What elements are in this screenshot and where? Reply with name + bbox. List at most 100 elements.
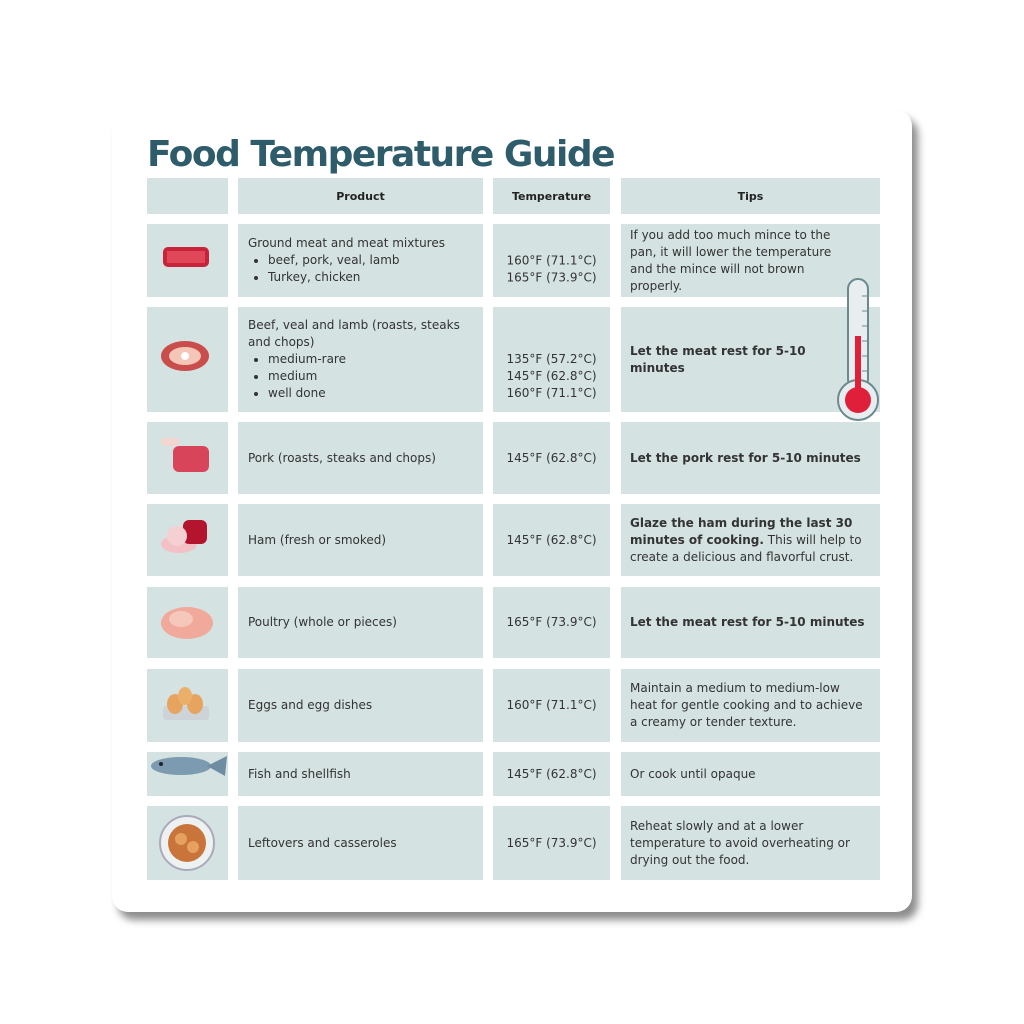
tip-text: If you add too much mince to the pan, it… [630, 227, 832, 293]
bullet: well done [268, 385, 475, 402]
food-icon-cell [147, 504, 228, 576]
header-cell [147, 178, 228, 214]
product-title: Beef, veal and lamb (roasts, steaks and … [248, 318, 460, 349]
product-block: Fish and shellfish [248, 766, 351, 783]
tips-cell: If you add too much mince to the pan, it… [621, 224, 880, 297]
temperature: 145°F (62.8°C) [506, 766, 597, 781]
food-icon-cell [147, 307, 228, 412]
food-icon-cell [147, 422, 228, 494]
product-cell: Pork (roasts, steaks and chops) [238, 422, 483, 494]
bullet: medium [268, 368, 475, 385]
temperature-block: 165°F (73.9°C) [506, 614, 596, 631]
product-title: Ground meat and meat mixtures [248, 236, 445, 250]
food-icon [160, 520, 207, 553]
temperature: 160°F (71.1°C) [506, 386, 597, 400]
tips-block: If you add too much mince to the pan, it… [630, 227, 870, 295]
product-title: Eggs and egg dishes [248, 698, 373, 712]
tips-block: Let the pork rest for 5-10 minutes [630, 450, 861, 467]
temperature-block: 145°F (62.8°C) [506, 450, 596, 467]
tip-text: Let the meat rest for 5-10 minutes [630, 615, 865, 629]
header-cell: Product [238, 178, 483, 214]
tips-block: Maintain a medium to medium-low heat for… [630, 680, 870, 731]
tips-cell: Or cook until opaque [621, 752, 880, 796]
product-title: Ham (fresh or smoked) [248, 532, 387, 547]
product-cell: Beef, veal and lamb (roasts, steaks and … [238, 307, 483, 412]
temperature-cell: 160°F (71.1°C) [493, 669, 610, 742]
temperature: 160°F (71.1°C) [506, 698, 597, 712]
temperature: 160°F (71.1°C) [506, 253, 597, 267]
tip-text: Let the meat rest for 5-10 minutes [630, 343, 806, 375]
product-block: Ground meat and meat mixtures beef, pork,… [248, 235, 445, 286]
food-icon [151, 756, 227, 776]
tips-cell: Maintain a medium to medium-low heat for… [621, 669, 880, 742]
temperature-cell: 165°F (73.9°C) [493, 587, 610, 658]
bullet-list: medium-raremediumwell done [248, 351, 475, 402]
tip-text: Maintain a medium to medium-low heat for… [630, 681, 863, 729]
food-icon-cell [147, 224, 228, 297]
temperature-cell: 145°F (62.8°C) [493, 422, 610, 494]
header-cell: Temperature [493, 178, 610, 214]
tips-block: Or cook until opaque [630, 766, 756, 783]
temperature-cell: 145°F (62.8°C) [493, 504, 610, 576]
temperature-block: 135°F (57.2°C) 145°F (62.8°C) 160°F (71.1°… [506, 351, 596, 402]
bullet-list: beef, pork, veal, lambTurkey, chicken [248, 252, 445, 286]
product-block: Poultry (whole or pieces) [248, 614, 397, 631]
temperature-block: 160°F (71.1°C) [506, 697, 596, 714]
temperature-cell: 165°F (73.9°C) [493, 806, 610, 880]
food-icon [158, 815, 215, 871]
food-icon-cell [147, 806, 228, 880]
product-cell: Eggs and egg dishes [238, 669, 483, 742]
tips-cell: Reheat slowly and at a lower temperature… [621, 806, 880, 880]
product-block: Beef, veal and lamb (roasts, steaks and … [248, 317, 475, 402]
title: Food Temperature Guide [147, 134, 616, 175]
tip-text: This will help to create a delicious and… [630, 532, 862, 564]
tips-cell: Let the meat rest for 5-10 minutes [621, 307, 880, 412]
temperature: 165°F (73.9°C) [506, 615, 597, 629]
tips-cell: Let the meat rest for 5-10 minutes [621, 587, 880, 658]
product-block: Leftovers and casseroles [248, 835, 397, 852]
tips-block: Reheat slowly and at a lower temperature… [630, 818, 870, 869]
temperature: 165°F (73.9°C) [506, 835, 597, 850]
product-block: Pork (roasts, steaks and chops) [248, 450, 436, 467]
product-cell: Fish and shellfish [238, 752, 483, 796]
temperature-block: 165°F (73.9°C) [506, 835, 596, 852]
header-cell: Tips [621, 178, 880, 214]
tip-text: Glaze the ham during the last 30 minutes… [630, 515, 853, 547]
temperature-block: 145°F (62.8°C) [506, 766, 596, 783]
product-cell: Ham (fresh or smoked) [238, 504, 483, 576]
product-title: Leftovers and casseroles [248, 835, 397, 850]
tips-block: Glaze the ham during the last 30 minutes… [630, 515, 870, 566]
temperature: 165°F (73.9°C) [506, 270, 597, 284]
product-cell: Ground meat and meat mixtures beef, pork,… [238, 224, 483, 297]
tips-cell: Glaze the ham during the last 30 minutes… [621, 504, 880, 576]
temperature-cell: 135°F (57.2°C) 145°F (62.8°C) 160°F (71.1°… [493, 307, 610, 412]
temperature: 145°F (62.8°C) [506, 532, 597, 547]
tips-block: Let the meat rest for 5-10 minutes [630, 614, 865, 631]
bullet: Turkey, chicken [268, 269, 445, 286]
bullet: beef, pork, veal, lamb [268, 252, 445, 269]
food-icon-cell [147, 587, 228, 658]
food-icon-cell [147, 752, 228, 796]
food-icon [162, 246, 209, 267]
food-icon [160, 438, 209, 472]
tips-cell: Let the pork rest for 5-10 minutes [621, 422, 880, 494]
temperature: 145°F (62.8°C) [506, 450, 597, 465]
temperature-cell: 145°F (62.8°C) [493, 752, 610, 796]
product-block: Eggs and egg dishes [248, 697, 372, 714]
product-block: Ham (fresh or smoked) [248, 532, 386, 549]
product-title: Pork (roasts, steaks and chops) [248, 450, 436, 465]
temperature-block: 160°F (71.1°C) 165°F (73.9°C) [506, 252, 596, 286]
product-title: Poultry (whole or pieces) [248, 615, 397, 629]
product-cell: Leftovers and casseroles [238, 806, 483, 880]
food-icon [162, 686, 209, 720]
temperature: 145°F (62.8°C) [506, 369, 597, 383]
tip-text: Let the pork rest for 5-10 minutes [630, 450, 861, 465]
tips-block: Let the meat rest for 5-10 minutes [630, 343, 870, 377]
food-icon [160, 606, 213, 639]
tip-text: Reheat slowly and at a lower temperature… [630, 818, 850, 867]
food-icon [160, 340, 209, 371]
tip-text: Or cook until opaque [630, 766, 756, 781]
bullet: medium-rare [268, 351, 475, 368]
temperature-cell: 160°F (71.1°C) 165°F (73.9°C) [493, 224, 610, 297]
